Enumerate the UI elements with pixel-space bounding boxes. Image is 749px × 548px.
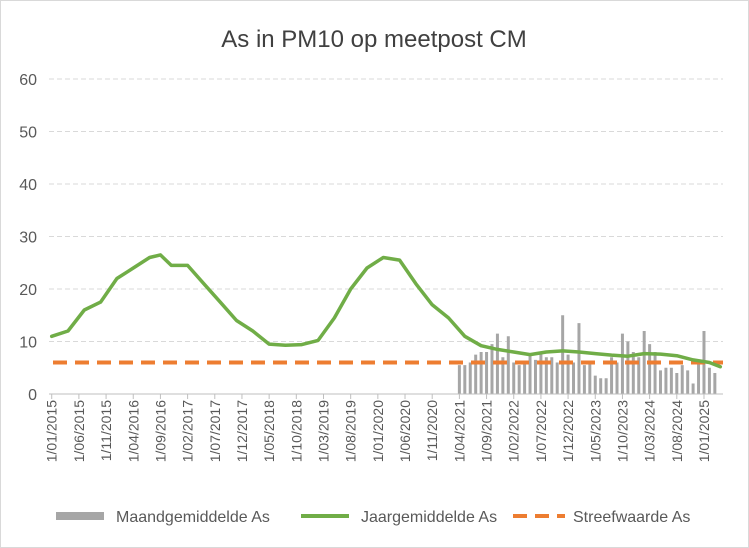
monthly-bar — [675, 373, 679, 394]
monthly-bar — [533, 359, 537, 394]
legend-swatch-monthly — [56, 512, 104, 520]
x-tick-label: 1/12/2017 — [234, 400, 250, 462]
monthly-bar — [588, 362, 592, 394]
monthly-bar — [457, 365, 461, 394]
legend-label: Streefwaarde As — [573, 509, 690, 526]
monthly-bar — [697, 359, 701, 394]
x-tick-label: 1/06/2020 — [397, 400, 413, 462]
x-tick-label: 1/05/2018 — [261, 400, 277, 462]
monthly-bar — [463, 365, 467, 394]
x-tick-label: 1/10/2023 — [614, 400, 630, 462]
x-tick-label: 1/08/2024 — [669, 400, 685, 462]
x-tick-label: 1/03/2019 — [315, 400, 331, 462]
monthly-bar — [490, 344, 494, 394]
monthly-bar — [593, 375, 597, 394]
x-tick-label: 1/03/2024 — [642, 400, 658, 462]
line-layer — [49, 253, 723, 369]
monthly-bar — [620, 333, 624, 394]
monthly-bar — [561, 315, 565, 394]
monthly-bar — [468, 362, 472, 394]
x-tick-label: 1/05/2023 — [587, 400, 603, 462]
monthly-bar — [512, 362, 516, 394]
monthly-bar — [631, 352, 635, 394]
monthly-bar — [653, 352, 657, 394]
monthly-bar — [658, 370, 662, 394]
x-tick-label: 1/10/2018 — [288, 400, 304, 462]
monthly-bar — [555, 362, 559, 394]
monthly-bar — [582, 365, 586, 394]
y-tick-label: 40 — [19, 177, 37, 194]
monthly-bar — [485, 352, 489, 394]
x-tick-label: 1/07/2022 — [533, 400, 549, 462]
monthly-bar — [686, 370, 690, 394]
monthly-bar — [664, 367, 668, 394]
x-tick-label: 1/08/2019 — [343, 400, 359, 462]
chart-title: As in PM10 op meetpost CM — [221, 26, 526, 53]
grid-layer — [49, 78, 723, 342]
monthly-bar — [517, 365, 521, 394]
x-axis — [49, 393, 723, 399]
x-tick-label: 1/09/2021 — [479, 400, 495, 462]
monthly-bar — [691, 383, 695, 394]
monthly-bar — [550, 357, 554, 394]
monthly-bar — [501, 357, 505, 394]
x-tick-label: 1/01/2025 — [696, 400, 712, 462]
monthly-bar — [626, 341, 630, 394]
y-tick-label: 10 — [19, 335, 37, 352]
y-tick-label: 60 — [19, 72, 37, 89]
monthly-bar — [669, 367, 673, 394]
x-tick-label: 1/04/2016 — [125, 400, 141, 462]
monthly-bar — [680, 365, 684, 394]
x-tick-label: 1/01/2020 — [370, 400, 386, 462]
y-tick-label: 20 — [19, 282, 37, 299]
monthly-bar — [544, 357, 548, 394]
legend: Maandgemiddelde As Jaargemiddelde As Stree… — [56, 509, 690, 526]
monthly-bar — [604, 378, 608, 394]
monthly-bar — [707, 367, 711, 394]
y-axis-ticks: 0 10 20 30 40 50 60 — [19, 72, 37, 404]
x-tick-label: 1/04/2021 — [451, 400, 467, 462]
monthly-bar — [642, 331, 646, 394]
x-tick-label: 1/11/2020 — [424, 400, 440, 461]
annual-average-line — [49, 253, 723, 369]
x-tick-label: 1/09/2016 — [152, 400, 168, 462]
legend-label: Maandgemiddelde As — [116, 509, 270, 526]
monthly-bar — [528, 354, 532, 394]
monthly-bar — [610, 357, 614, 394]
monthly-bar — [572, 362, 576, 394]
monthly-bar — [577, 323, 581, 394]
x-tick-label: 1/06/2015 — [71, 400, 87, 462]
monthly-bar — [615, 362, 619, 394]
x-tick-label: 1/11/2015 — [98, 400, 114, 461]
x-tick-label: 1/07/2017 — [207, 400, 223, 462]
bar-layer — [457, 315, 717, 394]
monthly-bar — [506, 336, 510, 394]
x-tick-label: 1/02/2017 — [180, 400, 196, 462]
monthly-bar — [523, 362, 527, 394]
monthly-bar — [539, 352, 543, 394]
x-tick-label: 1/01/2015 — [44, 400, 60, 462]
x-tick-label: 1/12/2022 — [560, 400, 576, 462]
x-tick-label: 1/02/2022 — [506, 400, 522, 462]
y-tick-label: 30 — [19, 230, 37, 247]
y-tick-label: 50 — [19, 125, 37, 142]
monthly-bar — [599, 378, 603, 394]
monthly-bar — [637, 357, 641, 394]
monthly-bar — [479, 352, 483, 394]
monthly-bar — [566, 354, 570, 394]
y-tick-label: 0 — [28, 387, 37, 404]
monthly-bar — [648, 344, 652, 394]
legend-label: Jaargemiddelde As — [361, 509, 497, 526]
monthly-bar — [474, 354, 478, 394]
x-axis-ticks: 1/01/2015 1/06/2015 1/11/2015 1/04/2016 1/09… — [44, 400, 712, 463]
monthly-bar — [713, 373, 717, 394]
